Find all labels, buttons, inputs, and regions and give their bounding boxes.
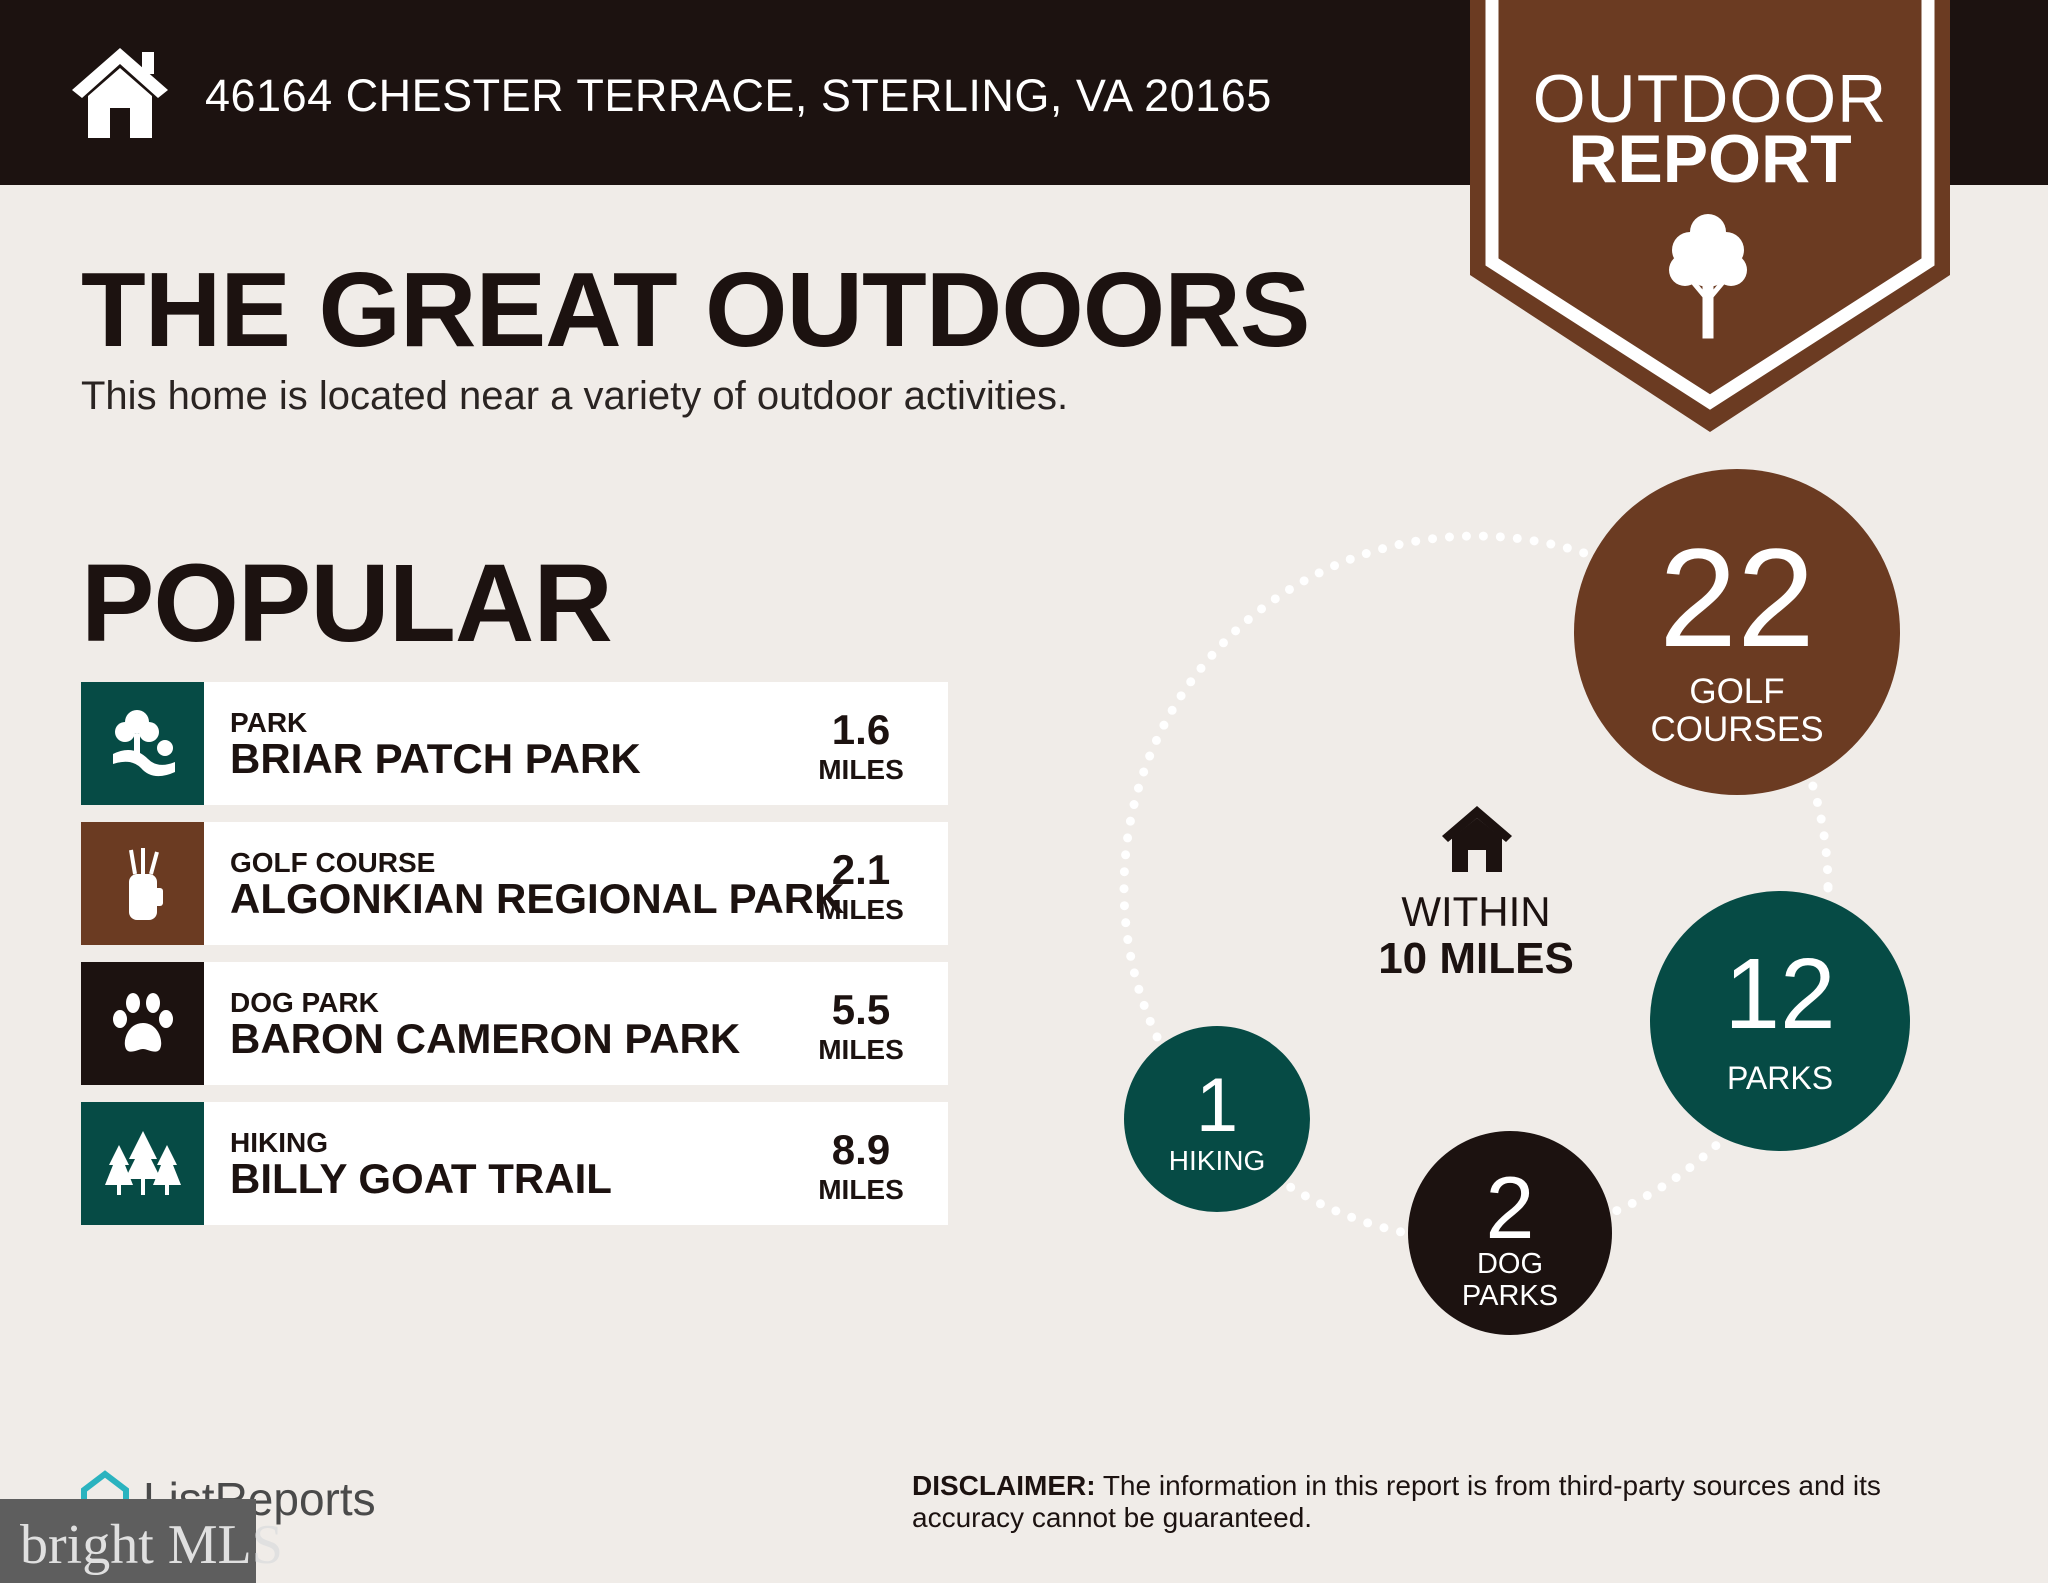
count-label: DOG (1476, 1248, 1544, 1280)
dog-parks-count: 2 DOG PARKS (1408, 1131, 1612, 1335)
item-distance-unit: MILES (818, 894, 904, 925)
popular-item-hiking: HIKING BILLY GOAT TRAIL 8.9 MILES (81, 1102, 948, 1225)
count-label: COURSES (1650, 710, 1824, 749)
item-category: DOG PARK (230, 987, 379, 1018)
item-category: PARK (230, 707, 308, 738)
golf-courses-count: 22 GOLF COURSES (1574, 469, 1900, 795)
bright-mls-logo: bright MLS (0, 1499, 283, 1583)
item-category: GOLF COURSE (230, 847, 436, 878)
pine-trees-icon (81, 1102, 204, 1225)
hiking-count: 1 HIKING (1124, 1026, 1310, 1212)
radius-label-line2: 10 MILES (1378, 934, 1574, 983)
count-label: GOLF (1689, 672, 1785, 711)
popular-item-park: PARK BRIAR PATCH PARK 1.6 MILES (81, 682, 948, 805)
item-name: BRIAR PATCH PARK (230, 735, 641, 782)
parks-count: 12 PARKS (1650, 891, 1910, 1151)
disclaimer-text: The information in this report is from t… (912, 1470, 1881, 1533)
item-category: HIKING (230, 1127, 328, 1158)
item-distance: 1.6 (831, 706, 891, 753)
item-distance-unit: MILES (818, 1174, 904, 1205)
paw-icon (81, 962, 204, 1085)
disclaimer: DISCLAIMER: The information in this repo… (912, 1470, 1992, 1534)
popular-item-dog-park: DOG PARK BARON CAMERON PARK 5.5 MILES (81, 962, 948, 1085)
badge-title-line1: OUTDOOR (1532, 61, 1888, 137)
page-title: THE GREAT OUTDOORS (81, 251, 1310, 369)
tree-icon (1669, 214, 1747, 339)
item-name: ALGONKIAN REGIONAL PARK (230, 875, 845, 922)
count-value: 22 (1659, 519, 1815, 676)
count-value: 1 (1195, 1063, 1239, 1148)
item-name: BILLY GOAT TRAIL (230, 1155, 612, 1202)
item-distance: 8.9 (831, 1126, 891, 1173)
count-value: 12 (1724, 938, 1836, 1050)
home-center-icon (1442, 806, 1512, 872)
radius-label-line1: WITHIN (1401, 888, 1551, 935)
item-distance: 2.1 (831, 846, 891, 893)
item-name: BARON CAMERON PARK (230, 1015, 741, 1062)
badge-title-line2: REPORT (1568, 121, 1852, 197)
count-label: PARKS (1726, 1060, 1834, 1096)
dotted-radius-ring (1119, 531, 1833, 1245)
disclaimer-label: DISCLAIMER: (912, 1470, 1096, 1501)
item-distance-unit: MILES (818, 1034, 904, 1065)
count-label: PARKS (1461, 1280, 1559, 1312)
popular-item-golf-course: GOLF COURSE ALGONKIAN REGIONAL PARK 2.1 … (81, 822, 948, 945)
page-subtitle: This home is located near a variety of o… (81, 374, 1069, 418)
count-value: 2 (1485, 1158, 1535, 1257)
bright-mls-logo-text: bright MLS (20, 1514, 283, 1576)
popular-heading: POPULAR (81, 542, 613, 665)
property-address: 46164 CHESTER TERRACE, STERLING, VA 2016… (205, 70, 1272, 121)
count-label: HIKING (1168, 1145, 1266, 1176)
item-distance-unit: MILES (818, 754, 904, 785)
house-icon (72, 48, 168, 138)
park-icon (81, 682, 204, 805)
golf-bag-icon (81, 822, 204, 945)
item-distance: 5.5 (831, 986, 891, 1033)
